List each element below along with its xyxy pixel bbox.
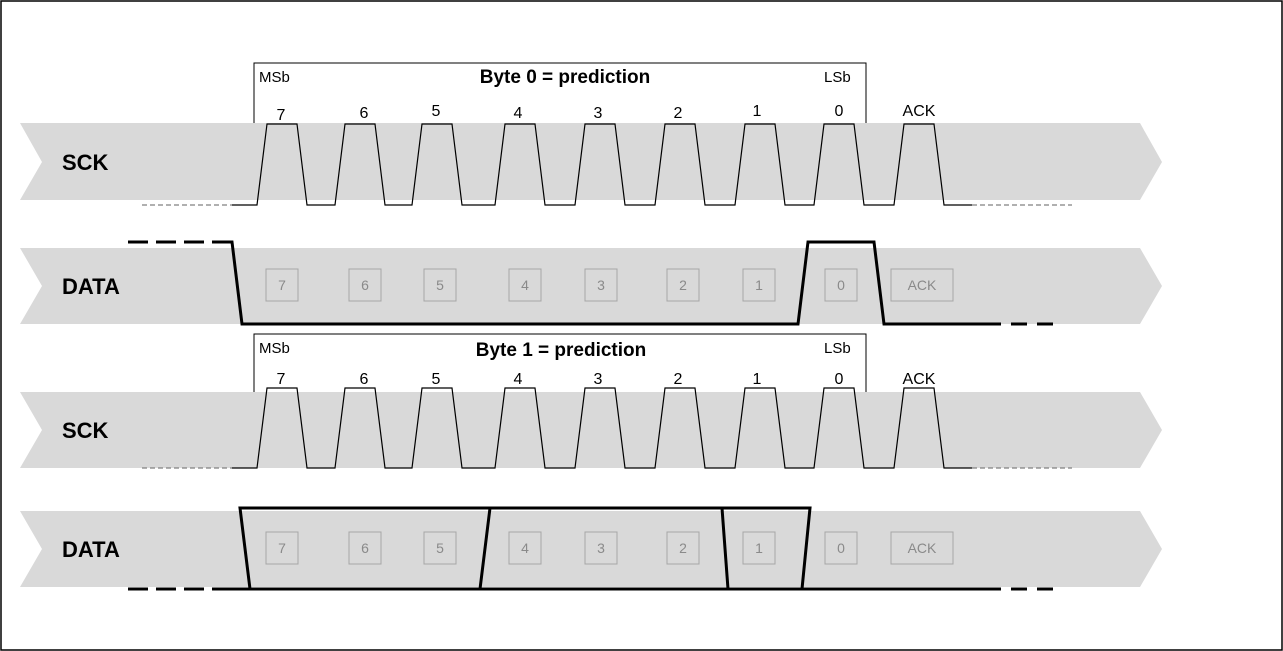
data-bit-box-label: 7: [278, 277, 286, 293]
data-bit-box-label: 3: [597, 277, 605, 293]
sck-ack-label: ACK: [903, 371, 936, 388]
data-bit-box-label: 0: [837, 540, 845, 556]
data-bit-box: [348, 268, 382, 302]
sck-ack-label: ACK: [903, 103, 936, 120]
byte-title: Byte 0 = prediction: [480, 67, 651, 88]
sck-bit-label: 2: [674, 105, 683, 122]
sck-bit-label: 7: [277, 107, 286, 124]
sck-bit-label: 0: [835, 103, 844, 120]
data-bit-box: [423, 268, 457, 302]
sck-lane: SCK 7 6 5 4 3 2 1 0 ACK: [20, 371, 1162, 469]
data-bit-box: [666, 531, 700, 565]
msb-label: MSb: [259, 69, 290, 86]
sck-lane: SCK 7 6 5 4 3 2 1 0 ACK: [20, 103, 1162, 206]
data-bit-box-label: 7: [278, 540, 286, 556]
data-waveform: [128, 240, 1060, 326]
data-bit-box-label: 4: [521, 277, 529, 293]
data-lane-label: DATA: [62, 274, 120, 299]
sck-lane-arrow: [20, 392, 1162, 468]
byte-title: Byte 1 = prediction: [476, 340, 647, 361]
data-bit-box: [265, 531, 299, 565]
sck-lane-arrow: [20, 123, 1162, 200]
data-line: [230, 240, 985, 326]
sck-bit-label: 4: [514, 371, 523, 388]
sck-bit-labels: 7 6 5 4 3 2 1 0 ACK: [277, 371, 936, 388]
sck-bit-labels: 7 6 5 4 3 2 1 0 ACK: [277, 103, 936, 124]
sck-lane-label: SCK: [62, 418, 109, 443]
data-line: [230, 506, 985, 591]
data-bit-box-label: ACK: [908, 277, 937, 293]
sck-bit-label: 3: [594, 105, 603, 122]
lsb-label: LSb: [824, 340, 851, 357]
data-bit-box-label: 5: [436, 540, 444, 556]
data-bit-box-label: 5: [436, 277, 444, 293]
sck-bit-label: 6: [360, 105, 369, 122]
data-bit-box: [348, 531, 382, 565]
data-bit-box-label: 1: [755, 277, 763, 293]
sck-bit-label: 1: [753, 371, 762, 388]
data-bit-box: [584, 268, 618, 302]
sck-lane-label: SCK: [62, 150, 109, 175]
data-bit-box-label: 3: [597, 540, 605, 556]
data-bit-box-label: ACK: [908, 540, 937, 556]
data-lane-arrow: [20, 511, 1162, 587]
sck-clock-line: [232, 123, 972, 206]
sck-bit-label: 7: [277, 371, 286, 388]
data-bit-box-label: 2: [679, 540, 687, 556]
data-lane-label: DATA: [62, 537, 120, 562]
sck-bit-label: 5: [432, 371, 441, 388]
header-bracket: [253, 333, 867, 401]
sck-bit-label: 5: [432, 103, 441, 120]
data-bit-box: [890, 531, 954, 565]
data-bit-box: [742, 268, 776, 302]
data-bit-box: [890, 268, 954, 302]
data-bit-box: [666, 268, 700, 302]
sck-bit-label: 6: [360, 371, 369, 388]
header-bracket: [253, 62, 867, 130]
data-bit-box-label: 4: [521, 540, 529, 556]
lsb-label: LSb: [824, 69, 851, 86]
sck-clock-line: [232, 387, 972, 469]
data-bit-box: [824, 268, 858, 302]
data-lane-arrow: [20, 248, 1162, 324]
data-bit-box-label: 2: [679, 277, 687, 293]
data-bit-box-label: 0: [837, 277, 845, 293]
msb-label: MSb: [259, 340, 290, 357]
data-bit-box: [584, 531, 618, 565]
data-bit-box: [508, 268, 542, 302]
sck-bit-label: 3: [594, 371, 603, 388]
sck-bit-label: 2: [674, 371, 683, 388]
frame-byte-1: MSb Byte 1 = prediction LSb SCK 7 6 5 4 …: [20, 333, 1162, 591]
data-lane: DATA 7 6 5 4 3 2 1 0 ACK: [20, 506, 1162, 591]
sck-bit-label: 4: [514, 105, 523, 122]
data-waveform: [128, 506, 1060, 591]
data-bit-box: [824, 531, 858, 565]
sck-clock-waveform: [142, 387, 1072, 469]
frame-byte-0: MSb Byte 0 = prediction LSb SCK 7 6 5 4 …: [20, 62, 1162, 326]
data-bit-box: [508, 531, 542, 565]
sck-bit-label: 0: [835, 371, 844, 388]
data-bit-box-label: 6: [361, 277, 369, 293]
data-bit-box-label: 1: [755, 540, 763, 556]
data-bit-box: [265, 268, 299, 302]
data-bit-boxes: 7 6 5 4 3 2 1 0 ACK: [265, 268, 954, 302]
data-bit-boxes: 7 6 5 4 3 2 1 0 ACK: [265, 531, 954, 565]
sck-clock-waveform: [142, 123, 1072, 206]
data-lane: DATA 7 6 5 4 3 2 1 0 ACK: [20, 240, 1162, 326]
data-bit-box: [423, 531, 457, 565]
sck-bit-label: 1: [753, 103, 762, 120]
data-bit-box-label: 6: [361, 540, 369, 556]
data-bit-box: [742, 531, 776, 565]
